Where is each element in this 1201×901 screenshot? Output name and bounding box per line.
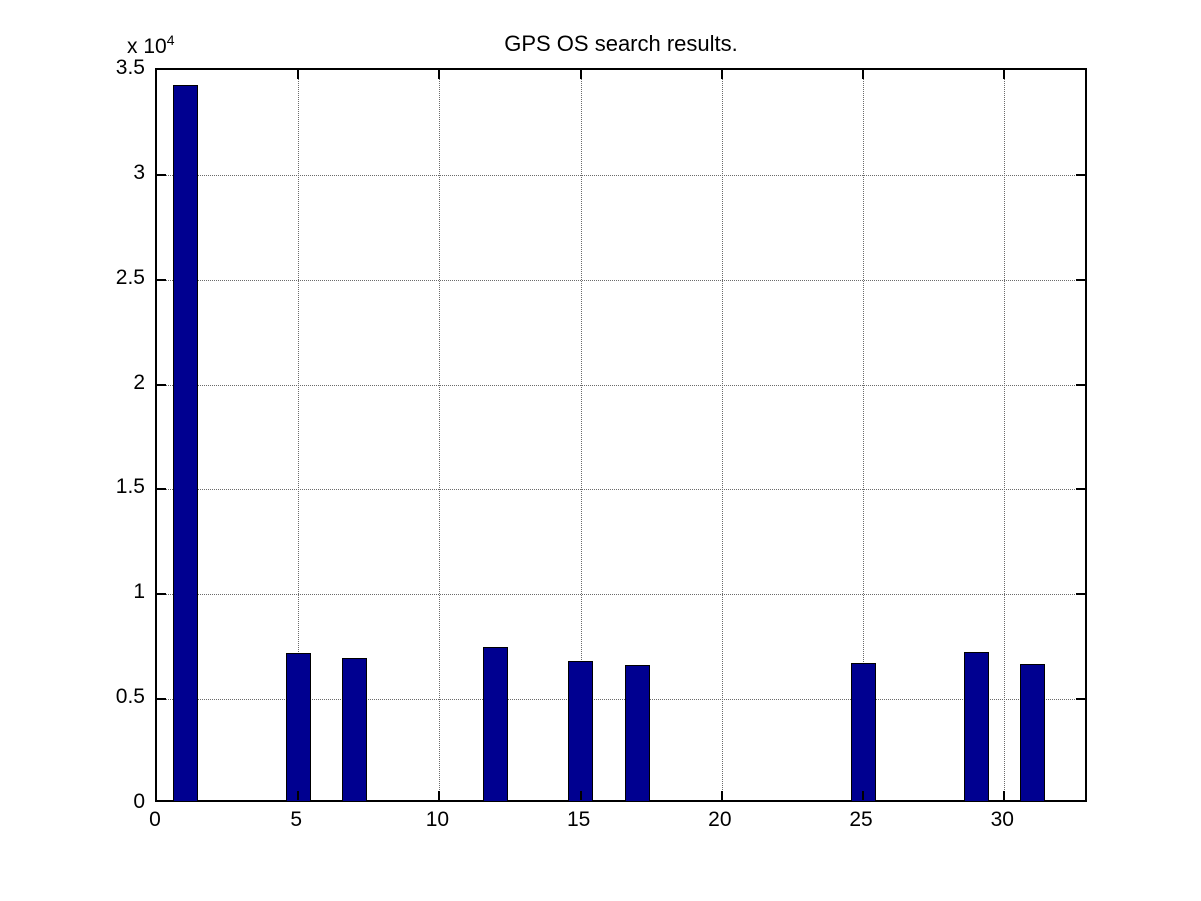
x-tick-mark-top — [720, 70, 723, 79]
y-tick-label: 3.5 — [115, 56, 145, 79]
x-tick-label: 5 — [290, 808, 303, 831]
x-tick-mark-top — [297, 70, 300, 79]
bar — [568, 661, 593, 802]
x-tick-mark-bottom — [862, 791, 865, 800]
bar — [625, 665, 650, 802]
y-axis-exponent-label: x 104 — [127, 32, 175, 59]
y-tick-mark-right — [1076, 383, 1085, 386]
x-tick-label: 15 — [566, 808, 591, 831]
x-tick-label: 20 — [708, 808, 732, 831]
y-tick-label: 1.5 — [115, 475, 145, 499]
bar — [286, 653, 311, 802]
y-tick-mark-left — [157, 593, 166, 596]
y-tick-label: 1 — [133, 580, 145, 604]
y-tick-mark-right — [1076, 173, 1085, 176]
grid-line-horizontal — [157, 594, 1085, 596]
x-tick-mark-bottom — [1003, 791, 1006, 800]
y-tick-label: 0.5 — [115, 685, 145, 709]
x-tick-mark-top — [579, 70, 582, 79]
chart-title: GPS OS search results. — [504, 31, 738, 56]
y-axis-exponent-power: 4 — [166, 32, 175, 48]
bar — [483, 647, 508, 802]
y-tick-label: 3 — [133, 160, 145, 184]
grid-line-horizontal — [157, 174, 1085, 176]
bar — [1020, 664, 1045, 802]
y-tick-mark-left — [157, 698, 166, 701]
y-tick-label: 0 — [133, 790, 145, 813]
x-tick-mark-bottom — [720, 791, 723, 800]
x-tick-label: 0 — [149, 808, 161, 831]
grid-line-vertical — [721, 70, 723, 800]
x-tick-mark-bottom — [297, 791, 300, 800]
y-tick-mark-right — [1076, 278, 1085, 281]
grid-line-horizontal — [157, 699, 1085, 701]
y-tick-mark-left — [157, 383, 166, 386]
y-tick-mark-right — [1076, 698, 1085, 701]
x-tick-label: 10 — [425, 808, 450, 831]
x-tick-mark-top — [862, 70, 865, 79]
grid-line-vertical — [1004, 70, 1006, 800]
x-tick-mark-top — [1003, 70, 1006, 79]
x-tick-label: 25 — [849, 808, 873, 831]
y-tick-mark-right — [1076, 593, 1085, 596]
plot-area — [155, 68, 1087, 802]
y-axis-exponent-base: x 10 — [127, 35, 167, 58]
x-tick-label: 30 — [990, 808, 1014, 831]
grid-line-vertical — [298, 70, 300, 800]
grid-line-vertical — [863, 70, 865, 800]
y-tick-mark-left — [157, 173, 166, 176]
x-tick-mark-bottom — [579, 791, 582, 800]
y-tick-mark-left — [157, 278, 166, 281]
x-tick-mark-bottom — [438, 791, 441, 800]
grid-line-vertical — [580, 70, 582, 800]
grid-line-horizontal — [157, 489, 1085, 491]
bar — [342, 658, 367, 802]
y-tick-mark-right — [1076, 488, 1085, 491]
x-tick-mark-top — [438, 70, 441, 79]
grid-line-horizontal — [157, 384, 1085, 386]
y-tick-label: 2.5 — [115, 265, 145, 289]
y-tick-label: 2 — [133, 370, 145, 394]
grid-line-vertical — [439, 70, 441, 800]
bar — [173, 85, 198, 802]
bar — [851, 663, 876, 802]
bar — [964, 652, 989, 802]
y-tick-mark-left — [157, 488, 166, 491]
grid-line-horizontal — [157, 279, 1085, 281]
